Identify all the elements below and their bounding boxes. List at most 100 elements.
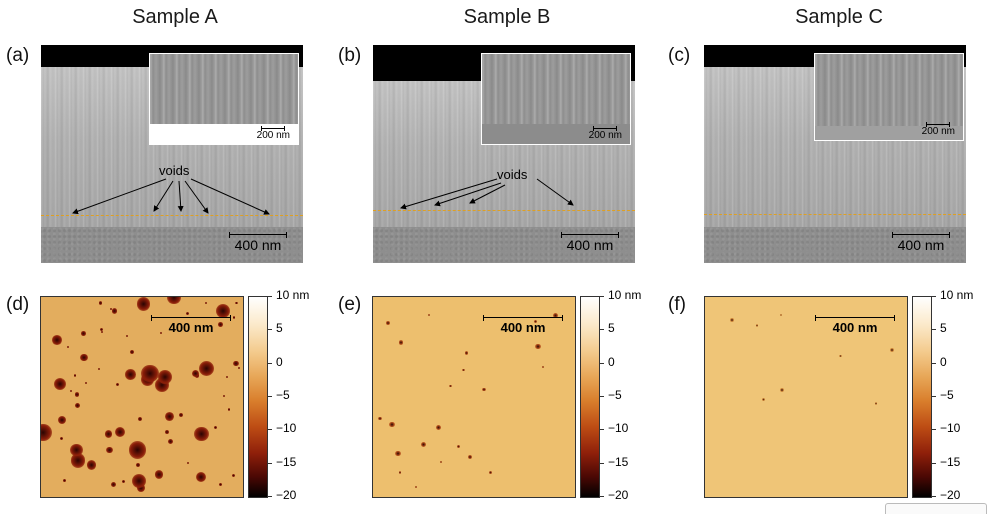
- colorbar-tick-label: 5: [608, 321, 615, 336]
- afm-pit: [116, 382, 120, 386]
- colorbar-tick-label: 0: [608, 354, 615, 369]
- afm-pit: [535, 343, 541, 350]
- afm-image-d: 400 nm: [40, 296, 244, 498]
- colorbar-tick-label: 0: [940, 354, 947, 369]
- sem-scale-label-a: 400 nm: [234, 237, 282, 253]
- colorbar-tick-label: −10: [276, 421, 297, 436]
- afm-pit: [86, 460, 97, 470]
- panel-label-a: (a): [6, 45, 30, 66]
- afm-pit: [158, 370, 173, 384]
- panel-label-b: (b): [338, 45, 362, 66]
- colorbar-tick-mark: [268, 329, 272, 331]
- afm-pit: [74, 392, 80, 397]
- sem-inset-c: 200 nm: [814, 53, 964, 141]
- afm-pit: [421, 441, 427, 447]
- colorbar-tick-label: −20: [276, 488, 297, 502]
- inset-scale-bar: 200 nm: [588, 126, 622, 141]
- afm-pit: [71, 453, 86, 468]
- colorbar-tick-mark: [932, 296, 936, 297]
- afm-pit: [59, 437, 64, 441]
- afm-pit: [70, 443, 83, 457]
- afm-pit: [85, 381, 88, 384]
- afm-pit: [132, 474, 146, 489]
- afm-pit: [435, 425, 441, 431]
- sem-interface-line: [704, 214, 966, 215]
- afm-pit: [111, 307, 118, 314]
- afm-pit: [100, 327, 104, 331]
- voids-arrows-b: [400, 178, 574, 210]
- colorbar-tick-label: −15: [276, 454, 297, 469]
- toolbar-stub: [885, 503, 987, 514]
- afm-pit: [167, 297, 181, 304]
- inset-substrate: [482, 124, 630, 144]
- title-sample-c: Sample C: [795, 6, 883, 28]
- afm-scale-bar-e: 400 nm: [483, 315, 563, 335]
- colorbar-tick-mark: [600, 296, 604, 297]
- afm-pit: [53, 377, 66, 391]
- afm-pit: [489, 471, 493, 475]
- afm-pit: [136, 462, 140, 467]
- colorbar-tick-mark: [932, 329, 936, 331]
- colorbar-tick-mark: [932, 462, 936, 464]
- afm-pit: [128, 441, 146, 459]
- afm-pit: [63, 478, 67, 482]
- colorbar-tick-mark: [600, 429, 604, 431]
- title-sample-b: Sample B: [463, 6, 551, 28]
- afm-pit: [398, 471, 402, 474]
- colorbar-tick-label: −20: [940, 488, 961, 502]
- afm-pit: [74, 374, 77, 377]
- colorbar-tick-mark: [932, 496, 936, 497]
- afm-pit: [191, 369, 200, 378]
- afm-pit: [160, 331, 163, 334]
- inset-scale-label: 200 nm: [588, 130, 622, 141]
- afm-pit: [75, 402, 81, 408]
- afm-pit: [389, 421, 395, 428]
- afm-scale-bar-f: 400 nm: [815, 315, 895, 335]
- sem-scale-bar-a: 400 nm: [229, 232, 287, 253]
- afm-pit: [213, 426, 217, 430]
- colorbar-tick-label: −15: [608, 454, 629, 469]
- afm-pit: [399, 340, 404, 345]
- sem-inset-b: 200 nm: [481, 53, 631, 145]
- inset-substrate: [150, 124, 298, 144]
- voids-label-a: voids: [159, 163, 190, 178]
- afm-pit: [232, 316, 236, 319]
- colorbar-tick-label: −5: [608, 388, 622, 402]
- colorbar-tick-mark: [268, 362, 272, 364]
- colorbar-tick-mark: [600, 462, 604, 464]
- afm-pit: [167, 438, 173, 445]
- title-sample-a: Sample A: [132, 6, 218, 28]
- voids-label-b: voids: [497, 167, 528, 182]
- sem-scale-bar-b: 400 nm: [561, 232, 619, 253]
- colorbar-tick-label: −15: [940, 454, 961, 469]
- afm-pit: [110, 482, 116, 488]
- afm-pit: [130, 350, 135, 354]
- afm-pit: [66, 345, 69, 348]
- afm-pit: [52, 335, 63, 346]
- colorbar-tick-mark: [600, 396, 604, 397]
- afm-pit: [121, 479, 126, 484]
- afm-pit: [69, 389, 72, 392]
- colorbar-tick-mark: [268, 429, 272, 431]
- inset-substrate: [815, 126, 963, 140]
- afm-pit: [542, 365, 545, 368]
- afm-pit: [57, 415, 66, 424]
- afm-pit: [889, 347, 894, 352]
- afm-pit: [141, 364, 159, 383]
- afm-pit: [222, 394, 225, 397]
- afm-pit: [552, 313, 558, 318]
- colorbar-tick-label: −5: [276, 388, 290, 402]
- afm-pit: [233, 360, 239, 367]
- inset-scale-bar: 200 nm: [256, 126, 290, 141]
- colorbar-tick-mark: [932, 429, 936, 431]
- inset-scale-label: 200 nm: [256, 130, 290, 141]
- afm-pit: [386, 321, 390, 325]
- colorbar-tick-label: 10 nm: [276, 288, 310, 302]
- colorbar-tick-mark: [932, 362, 936, 364]
- afm-scale-label-d: 400 nm: [168, 320, 214, 335]
- afm-pit: [779, 387, 784, 392]
- afm-pit: [194, 426, 209, 441]
- afm-pit: [448, 384, 452, 388]
- afm-pit: [81, 331, 86, 336]
- colorbar-tick-mark: [268, 496, 272, 497]
